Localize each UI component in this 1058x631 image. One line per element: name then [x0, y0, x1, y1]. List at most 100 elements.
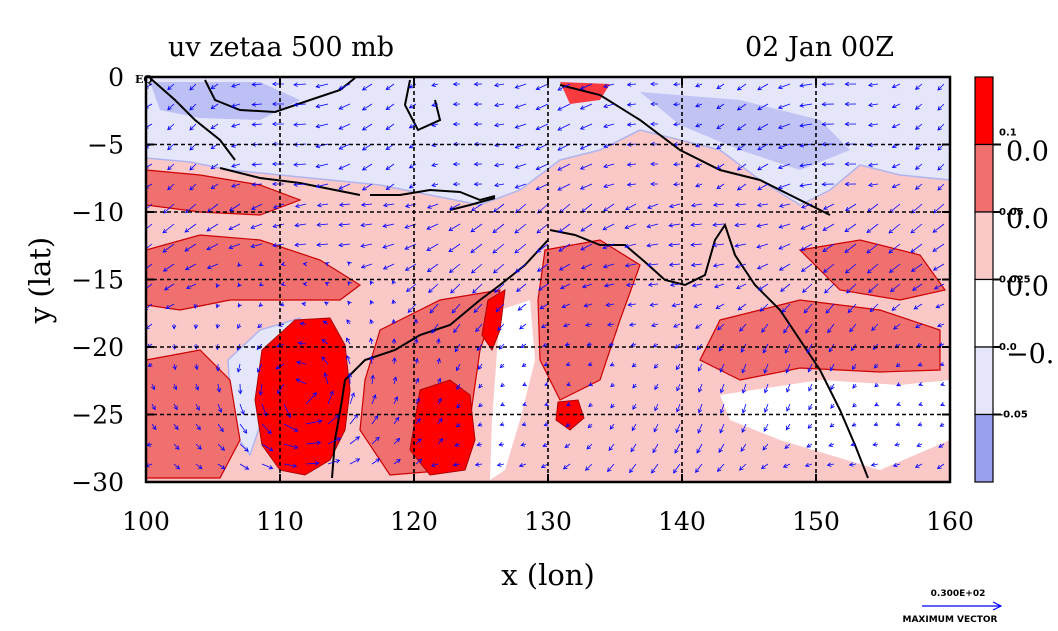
wind-vector-head	[392, 376, 398, 382]
wind-vector	[845, 203, 857, 211]
wind-vector	[520, 443, 527, 446]
wind-vector-head	[374, 415, 379, 420]
wind-vector	[676, 383, 681, 391]
wind-vector	[714, 283, 725, 288]
wind-vector-head	[174, 425, 179, 431]
wind-vector-head	[271, 121, 277, 127]
wind-vector-head	[757, 106, 762, 111]
wind-vector	[362, 123, 373, 131]
wind-vector	[393, 459, 401, 465]
wind-vectors	[146, 81, 945, 474]
wind-vector	[362, 163, 373, 171]
wind-vector-head	[280, 261, 286, 267]
wind-vector	[404, 243, 417, 250]
wind-vector-head	[932, 228, 938, 233]
wind-vector-head	[375, 436, 380, 442]
wind-vector-head	[426, 267, 432, 273]
wind-vector-head	[385, 185, 391, 191]
wind-vector	[437, 398, 442, 405]
wind-vector-head	[280, 281, 286, 286]
wind-vector	[562, 303, 571, 308]
wind-vector-head	[629, 468, 634, 474]
wind-vector-head	[626, 142, 632, 147]
wind-vector	[719, 423, 725, 433]
wind-vector-head	[697, 366, 702, 372]
wind-vector	[294, 123, 307, 126]
wind-vector-head	[294, 222, 300, 228]
wind-vector	[695, 163, 703, 167]
wind-vector	[349, 414, 358, 425]
wind-vector-head	[650, 161, 655, 167]
wind-vector-head	[715, 304, 721, 309]
wind-vector	[871, 463, 879, 466]
wind-vector	[415, 458, 422, 465]
wind-vector-head	[646, 223, 652, 229]
wind-vector-head	[473, 121, 479, 127]
wind-vector-head	[271, 101, 277, 107]
wind-vector	[910, 243, 923, 253]
wind-vector	[210, 163, 219, 169]
wind-vector-head	[850, 442, 856, 447]
wind-vector-head	[937, 106, 942, 111]
wind-vector-head	[369, 280, 374, 286]
wind-vector-head	[369, 299, 374, 305]
wind-vector-head	[438, 438, 444, 443]
wind-vector	[283, 463, 297, 467]
wind-vector	[257, 323, 263, 328]
wind-vector-head	[805, 328, 810, 334]
wind-vector	[915, 83, 923, 90]
wind-vector-head	[517, 306, 523, 311]
wind-vector	[210, 103, 219, 109]
wind-vector	[647, 263, 659, 266]
wind-vector-head	[740, 447, 745, 452]
coastlines	[149, 77, 869, 479]
wind-vector-head	[695, 103, 700, 108]
wind-vector-head	[828, 347, 833, 353]
wind-vector-head	[718, 346, 723, 352]
wind-vector	[827, 463, 835, 466]
wind-vector-head	[499, 363, 505, 369]
wind-vector	[739, 323, 747, 332]
wind-vector-head	[587, 361, 593, 367]
wind-vector	[581, 263, 593, 269]
wind-vector-head	[896, 382, 901, 387]
wind-vector	[587, 423, 593, 428]
wind-vector-head	[561, 303, 567, 309]
wind-vector	[283, 423, 298, 432]
wind-vector	[805, 463, 813, 467]
wind-vector-head	[763, 388, 769, 394]
wind-vector	[676, 363, 681, 370]
wind-vector	[937, 123, 945, 131]
wind-vector-head	[868, 162, 873, 168]
wind-vector-head	[844, 121, 850, 127]
wind-vector-head	[917, 362, 923, 367]
wind-vector-head	[653, 427, 658, 433]
wind-vector-head	[695, 123, 700, 128]
wind-vector	[494, 283, 505, 293]
wind-vector-head	[626, 162, 632, 167]
wind-vector	[585, 463, 593, 471]
wind-vector-head	[650, 121, 655, 127]
wind-vector	[294, 183, 307, 186]
wind-vector-head	[626, 122, 632, 127]
wind-vector-head	[800, 204, 806, 209]
wind-vector	[167, 103, 175, 110]
colorbar-level-label: 0.05	[999, 207, 1024, 218]
wind-vector	[716, 163, 725, 169]
wind-vector-head	[937, 186, 942, 191]
wind-vector	[228, 223, 241, 230]
wind-vector-head	[849, 327, 854, 333]
wind-vector-head	[404, 203, 410, 208]
wind-vector	[830, 403, 835, 409]
wind-vector-head	[385, 105, 391, 111]
wind-vector	[893, 463, 901, 467]
wind-vector-head	[799, 163, 804, 168]
wind-vector-head	[324, 301, 329, 306]
wind-vector-head	[804, 462, 810, 468]
wind-vector-head	[250, 224, 256, 230]
wind-vector	[426, 243, 439, 251]
wind-vector	[217, 383, 220, 392]
wind-vector-head	[406, 287, 411, 293]
wind-vector-head	[315, 143, 321, 149]
wind-vector	[628, 303, 637, 306]
